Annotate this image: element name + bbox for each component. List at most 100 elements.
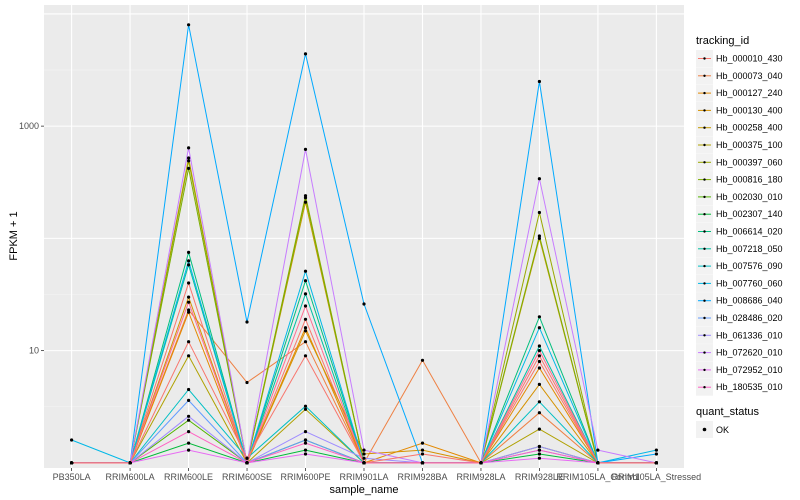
data-point (187, 263, 191, 267)
legend-point (703, 143, 706, 147)
data-point (420, 441, 425, 445)
legend-point (703, 282, 706, 285)
legend-point (703, 195, 706, 199)
legend-label: Hb_072620_010 (716, 348, 783, 358)
data-point (537, 411, 542, 415)
data-point (537, 177, 542, 181)
data-point (303, 196, 308, 200)
point-legend-symbol (702, 427, 707, 432)
x-tick-label: RRIM600SE (222, 472, 272, 482)
data-point (303, 279, 308, 283)
data-point (537, 236, 542, 240)
legend-label: Hb_000375_100 (716, 140, 783, 150)
legend-label: Hb_061336_010 (716, 330, 783, 340)
x-tick-label: PB350LA (53, 472, 91, 482)
legend-label: Hb_072952_010 (716, 365, 783, 375)
legend-label: Hb_000130_400 (716, 105, 783, 115)
data-point (187, 398, 191, 402)
legend-label: Hb_002030_010 (716, 192, 783, 202)
x-tick-label: RRIM600LA (106, 472, 155, 482)
x-tick-label: RRIM105LA_Control (556, 472, 639, 482)
legend-label: Hb_007576_090 (716, 261, 783, 271)
data-point (187, 156, 191, 160)
legend-label: Hb_000073_040 (716, 71, 783, 81)
data-point (303, 404, 308, 408)
legend-label: Hb_000127_240 (716, 88, 783, 98)
data-point (187, 414, 191, 418)
data-point (537, 79, 542, 84)
data-point (303, 292, 308, 296)
legend-label: Hb_000010_430 (716, 54, 783, 64)
data-point (362, 461, 366, 465)
data-point (654, 461, 659, 465)
data-point (187, 340, 191, 344)
point-legend-label: OK (716, 425, 729, 435)
x-axis-title: sample_name (329, 484, 398, 496)
data-point (537, 452, 542, 456)
legend-label: Hb_000397_060 (716, 157, 783, 167)
data-point (537, 349, 542, 353)
legend-point (703, 264, 706, 268)
point-legend: quant_status OK (696, 406, 759, 438)
legend-point (703, 386, 706, 389)
data-point (245, 320, 249, 324)
legend-point (703, 109, 706, 112)
data-point (187, 441, 191, 445)
data-point (420, 452, 425, 456)
data-point (187, 159, 191, 163)
legend-label: Hb_028486_020 (716, 313, 783, 323)
data-point (537, 427, 542, 431)
legend-point (703, 74, 706, 78)
legend-label: Hb_007760_060 (716, 278, 783, 288)
x-axis-ticks: PB350LA RRIM600LA RRIM600LE RRIM600SE RRIM60… (53, 468, 702, 482)
data-point (420, 461, 425, 465)
legend-label: Hb_002307_140 (716, 209, 783, 219)
data-point (303, 269, 308, 273)
x-tick-label: RRIM901LA (339, 472, 388, 482)
y-axis-title: FPKM + 1 (8, 211, 20, 260)
x-tick-label: RRIM105LA_Stressed (612, 472, 702, 482)
data-point (303, 340, 308, 344)
data-point (303, 329, 308, 333)
data-point (537, 456, 542, 460)
data-point (187, 146, 191, 150)
data-point (537, 359, 542, 364)
data-point (187, 430, 191, 434)
data-point (596, 461, 600, 465)
data-point (245, 461, 249, 465)
data-point (303, 448, 308, 452)
legend-point (703, 126, 706, 129)
data-point (70, 438, 74, 442)
data-point (245, 380, 249, 385)
y-tick-label: 10 (29, 346, 39, 356)
y-axis-ticks: 10 1000 (19, 121, 44, 356)
data-point (537, 382, 542, 386)
data-point (303, 452, 308, 456)
data-point (303, 438, 308, 442)
data-point (187, 23, 191, 27)
data-point (187, 387, 191, 392)
data-point (596, 448, 600, 452)
data-point (537, 326, 542, 330)
data-point (128, 461, 132, 465)
data-point (362, 448, 366, 452)
data-point (654, 448, 659, 452)
x-tick-label: RRIM928LA (456, 472, 505, 482)
legend-point (703, 368, 706, 372)
data-point (654, 452, 659, 456)
data-point (537, 344, 542, 348)
data-point (187, 354, 191, 358)
data-point (362, 302, 366, 306)
legend-point (703, 57, 706, 60)
data-point (537, 234, 542, 238)
legend-point (703, 91, 706, 95)
legend-point (703, 247, 706, 250)
color-legend-title: tracking_id (696, 35, 749, 47)
data-point (303, 317, 308, 321)
legend-point (703, 299, 706, 302)
data-point (303, 147, 308, 151)
x-tick-label: RRIM600PE (281, 472, 331, 482)
data-point (303, 326, 308, 330)
legend-point (703, 161, 706, 164)
data-point (303, 354, 308, 358)
